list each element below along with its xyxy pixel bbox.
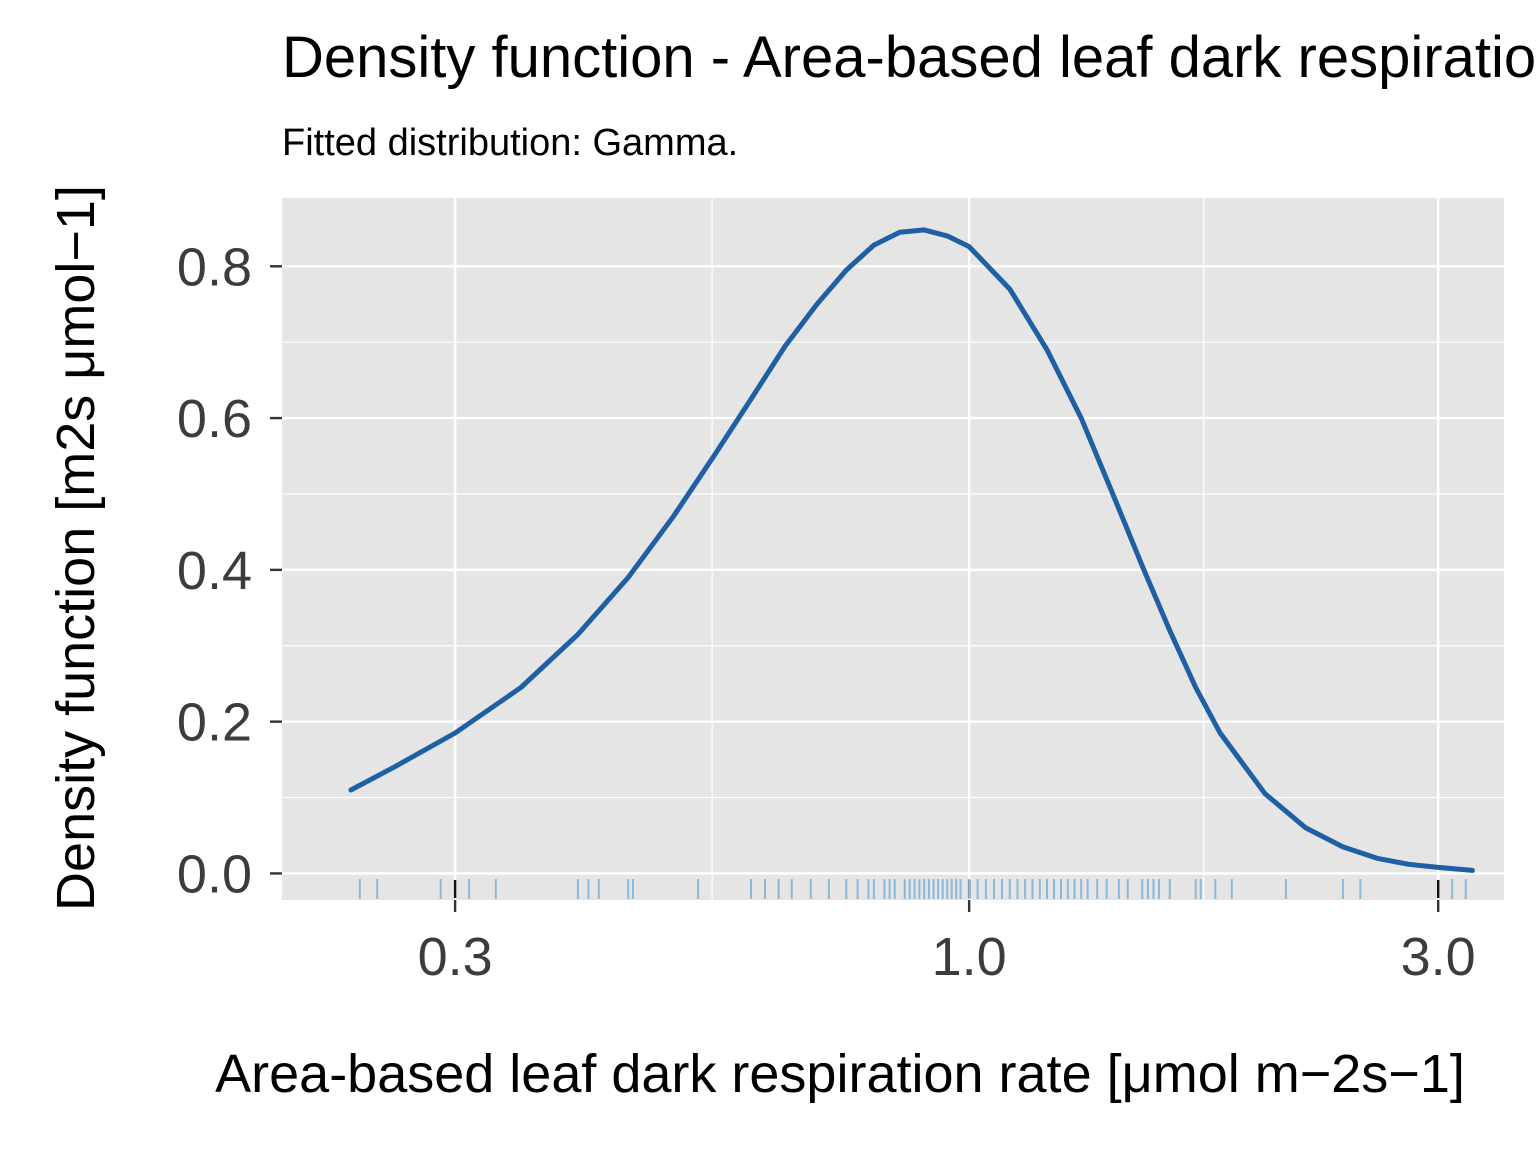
density-curve (348, 227, 1475, 873)
chart-subtitle: Fitted distribution: Gamma. (282, 122, 738, 164)
y-tick-label: 0.8 (177, 237, 252, 297)
y-axis-label: Density function [m2s μmol−1] (46, 185, 106, 911)
chart-title: Density function - Area-based leaf dark … (282, 25, 1536, 90)
x-tick-label: 1.0 (932, 927, 1007, 987)
x-tick-label: 0.3 (418, 927, 493, 987)
y-tick-label: 0.2 (177, 693, 252, 753)
y-tick-label: 0.4 (177, 541, 252, 601)
grid-lines (282, 198, 1504, 900)
x-tick-label: 3.0 (1401, 927, 1476, 987)
y-tick-label: 0.6 (177, 389, 252, 449)
x-axis-label: Area-based leaf dark respiration rate [μ… (215, 1044, 1465, 1104)
axes: 0.0 0.2 0.4 0.6 0.8 0.3 1.0 3.0 (177, 237, 1476, 987)
plot-panel (282, 198, 1504, 900)
y-tick-label: 0.0 (177, 844, 252, 904)
rug-marks (358, 879, 1467, 899)
